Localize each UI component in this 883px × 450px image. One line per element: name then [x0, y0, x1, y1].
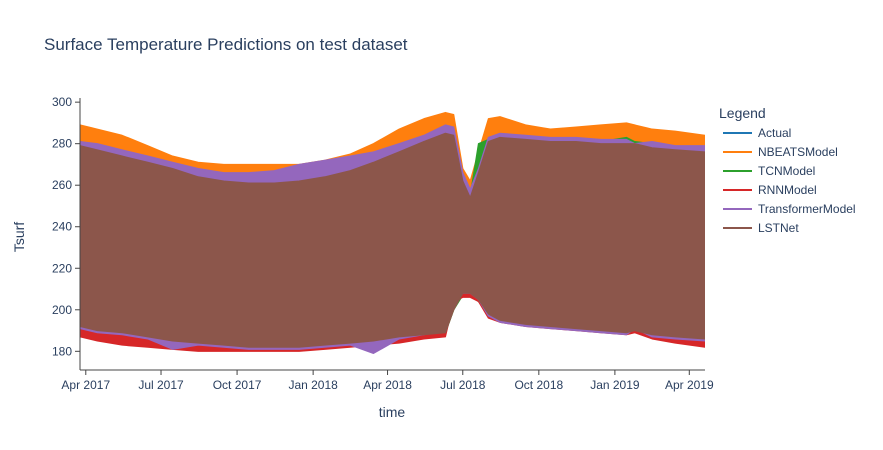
x-tick-label: Jan 2019 — [590, 378, 640, 392]
legend-item-actual[interactable]: Actual — [723, 126, 791, 140]
legend-label: LSTNet — [758, 221, 799, 235]
plot-area[interactable] — [80, 111, 705, 354]
x-axis: Apr 2017 Jul 2017 Oct 2017 Jan 2018 Apr 2018… — [61, 369, 714, 392]
series-band-lstnet[interactable] — [80, 132, 705, 348]
x-tick-label: Jul 2017 — [138, 378, 184, 392]
y-tick-label: 260 — [52, 178, 72, 192]
legend-title: Legend — [719, 105, 766, 121]
y-tick-label: 240 — [52, 220, 72, 234]
x-axis-title: time — [379, 404, 406, 420]
y-axis-title: Tsurf — [11, 222, 27, 252]
x-tick-label: Oct 2018 — [514, 378, 563, 392]
legend-item-transformermodel[interactable]: TransformerModel — [723, 202, 856, 216]
y-tick-label: 200 — [52, 303, 72, 317]
legend-item-tcnmodel[interactable]: TCNModel — [723, 164, 815, 178]
legend-item-lstnet[interactable]: LSTNet — [723, 221, 799, 235]
legend-label: NBEATSModel — [758, 145, 838, 159]
legend-label: TCNModel — [758, 164, 815, 178]
x-tick-label: Apr 2019 — [665, 378, 714, 392]
legend-item-rnnmodel[interactable]: RNNModel — [723, 183, 817, 197]
legend-label: TransformerModel — [758, 202, 856, 216]
x-tick-label: Jul 2018 — [440, 378, 486, 392]
y-axis: 180 200 220 240 260 280 300 — [52, 95, 81, 370]
chart-title: Surface Temperature Predictions on test … — [44, 35, 408, 54]
legend-label: RNNModel — [758, 183, 817, 197]
y-tick-label: 180 — [52, 344, 72, 358]
y-tick-label: 280 — [52, 137, 72, 151]
legend-label: Actual — [758, 126, 791, 140]
legend-item-nbeatsmodel[interactable]: NBEATSModel — [723, 145, 838, 159]
legend[interactable]: Legend Actual NBEATSModel TCNModel RNNModel… — [719, 105, 856, 235]
x-tick-label: Jan 2018 — [288, 378, 338, 392]
x-tick-label: Oct 2017 — [213, 378, 262, 392]
y-tick-label: 220 — [52, 261, 72, 275]
x-tick-label: Apr 2018 — [363, 378, 412, 392]
x-tick-label: Apr 2017 — [61, 378, 110, 392]
y-tick-label: 300 — [52, 95, 72, 109]
